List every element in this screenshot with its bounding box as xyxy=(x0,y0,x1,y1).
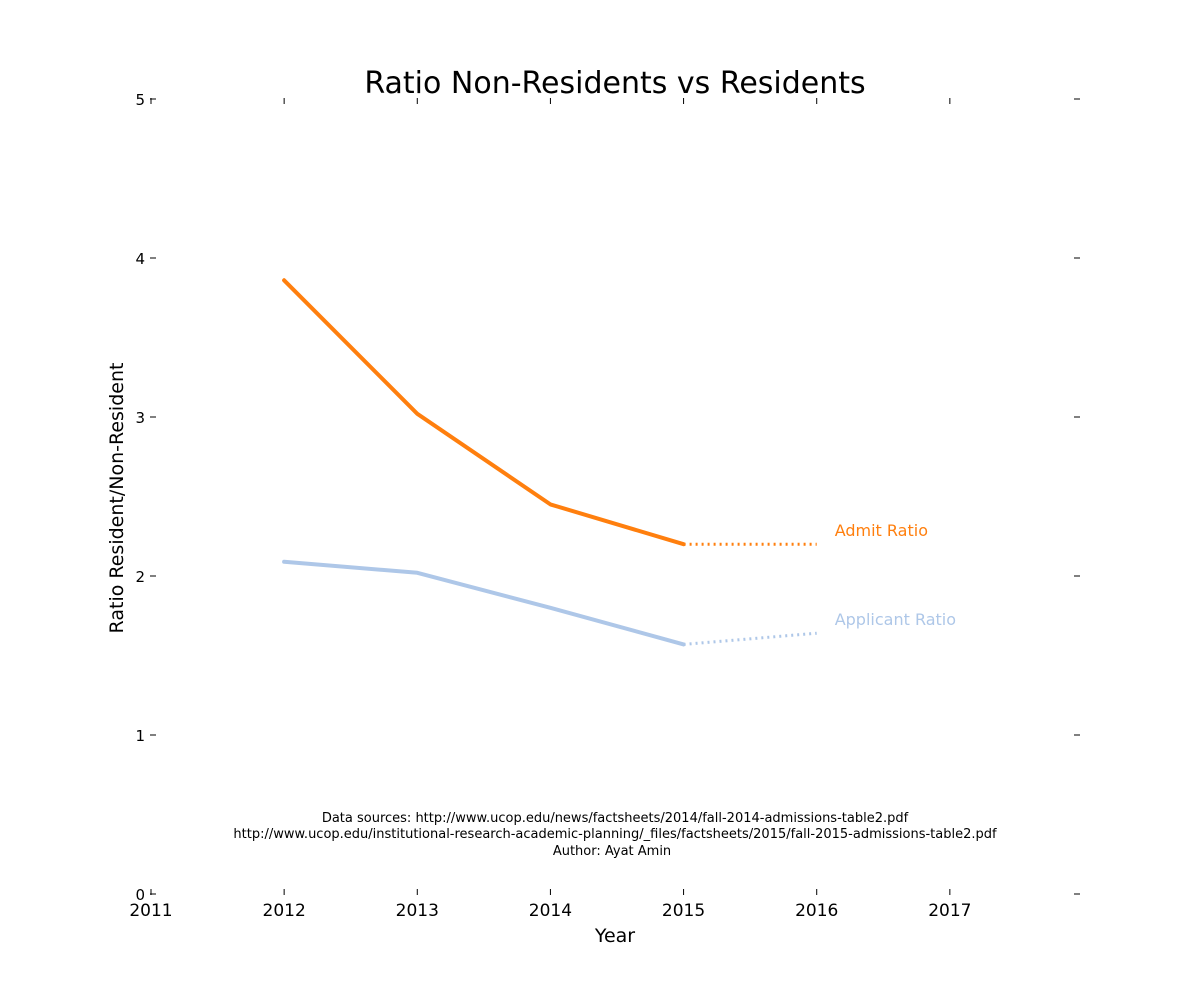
x-tick-label: 2016 xyxy=(795,901,838,921)
y-axis-title: Ratio Resident/Non-Resident xyxy=(106,363,128,634)
admit-ratio-label: Admit Ratio xyxy=(835,521,928,540)
source-note-line: http://www.ucop.edu/institutional-resear… xyxy=(233,827,997,842)
x-tick-label: 2017 xyxy=(928,901,971,921)
series-labels: Admit Ratio Applicant Ratio xyxy=(835,521,956,629)
x-tick-label: 2014 xyxy=(529,901,572,921)
y-tick-label: 4 xyxy=(135,250,145,268)
x-axis-title: Year xyxy=(594,925,635,947)
x-tick-label: 2013 xyxy=(396,901,439,921)
source-note-line: Data sources: http://www.ucop.edu/news/f… xyxy=(322,811,909,826)
y-tick-label: 3 xyxy=(135,409,145,427)
axes: 0 1 2 3 4 5 2011 2012 2013 2014 2015 2016 2017 xyxy=(129,91,1080,921)
y-tick-label: 0 xyxy=(135,886,145,904)
source-note: Data sources: http://www.ucop.edu/news/f… xyxy=(233,811,997,859)
projected-applicant-ratio-line xyxy=(683,631,817,646)
admit-ratio-line xyxy=(282,278,686,547)
y-tick-label: 1 xyxy=(135,727,145,745)
series-lines xyxy=(282,278,817,647)
x-tick-label: 2012 xyxy=(263,901,306,921)
y-tick-label: 2 xyxy=(135,568,145,586)
applicant-ratio-label: Applicant Ratio xyxy=(835,610,956,629)
x-tick-label: 2011 xyxy=(129,901,172,921)
applicant-ratio-line xyxy=(282,559,686,647)
x-tick-label: 2015 xyxy=(662,901,705,921)
chart-title: Ratio Non-Residents vs Residents xyxy=(364,66,865,101)
y-tick-label: 5 xyxy=(135,91,145,109)
author-note: Author: Ayat Amin xyxy=(553,844,671,859)
